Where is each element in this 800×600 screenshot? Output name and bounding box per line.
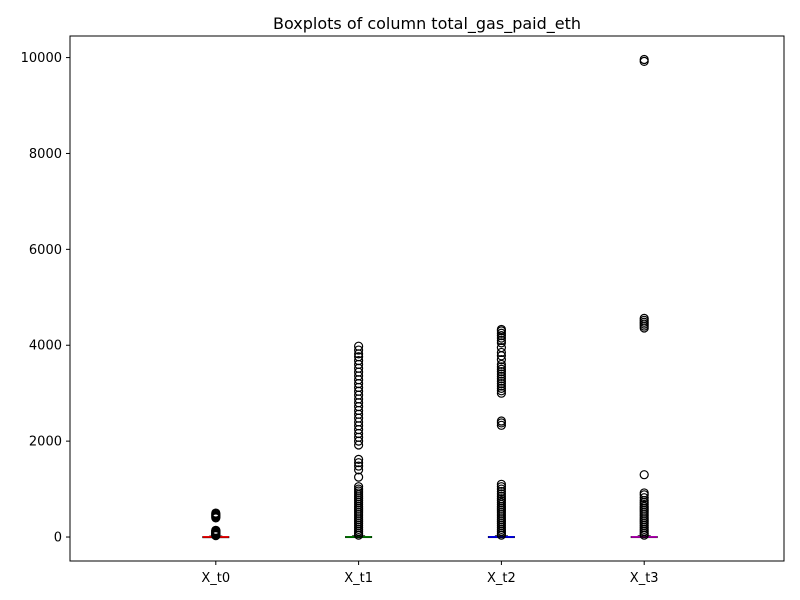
chart-title: Boxplots of column total_gas_paid_eth bbox=[273, 14, 581, 34]
outlier-point bbox=[639, 470, 649, 480]
x-tick-label: X_t2 bbox=[487, 571, 516, 586]
outlier-point bbox=[496, 338, 506, 348]
outlier-point bbox=[496, 386, 506, 396]
y-tick-label: 6000 bbox=[29, 243, 62, 258]
outlier-point bbox=[639, 56, 649, 67]
outlier-point bbox=[354, 341, 364, 351]
outlier-point bbox=[496, 328, 506, 338]
outlier-point bbox=[496, 335, 506, 346]
outlier-point bbox=[639, 488, 649, 498]
x-axis: X_t0 X_t1 X_t2 X_t3 bbox=[201, 561, 659, 586]
outlier-point bbox=[639, 313, 649, 323]
outlier-point bbox=[496, 494, 506, 504]
outlier-point bbox=[639, 54, 649, 65]
y-tick-label: 10000 bbox=[21, 51, 62, 66]
outlier-point bbox=[354, 472, 364, 482]
axes-frame bbox=[69, 35, 785, 562]
outlier-point bbox=[211, 525, 221, 535]
outlier-point bbox=[496, 388, 506, 398]
outlier-point bbox=[496, 489, 506, 499]
outlier-point bbox=[496, 347, 506, 358]
outlier-point bbox=[496, 331, 506, 341]
outlier-point bbox=[496, 359, 506, 370]
outlier-point bbox=[639, 493, 649, 503]
outlier-point bbox=[496, 343, 506, 353]
box-X_t2 bbox=[487, 324, 515, 540]
outlier-point bbox=[496, 371, 506, 382]
outlier-point bbox=[496, 324, 506, 335]
outlier-point bbox=[496, 374, 506, 384]
outlier-point bbox=[496, 376, 506, 386]
outlier-point bbox=[354, 458, 364, 468]
outlier-point bbox=[354, 465, 364, 475]
outlier-point bbox=[211, 508, 221, 518]
x-tick-label: X_t3 bbox=[630, 571, 659, 586]
outlier-point bbox=[496, 482, 506, 492]
outlier-point bbox=[496, 333, 506, 343]
outlier-point bbox=[354, 482, 364, 492]
plot-area bbox=[202, 54, 658, 541]
outlier-point bbox=[354, 352, 364, 362]
outlier-point bbox=[496, 484, 506, 494]
outlier-point bbox=[496, 486, 506, 497]
y-tick-label: 4000 bbox=[29, 339, 62, 354]
y-axis: 0 2000 4000 6000 8000 10000 bbox=[21, 51, 70, 546]
outlier-point bbox=[496, 383, 506, 393]
outlier-point bbox=[496, 491, 506, 501]
outlier-point bbox=[496, 416, 506, 426]
outlier-point bbox=[496, 420, 506, 430]
y-tick-label: 8000 bbox=[29, 147, 62, 162]
outlier-point bbox=[496, 369, 506, 379]
outlier-point bbox=[354, 345, 364, 355]
outlier-point bbox=[496, 381, 506, 391]
outlier-point bbox=[496, 362, 506, 372]
outlier-point bbox=[354, 454, 364, 464]
box-X_t1 bbox=[345, 341, 373, 540]
outlier-point bbox=[496, 355, 506, 365]
y-tick-label: 2000 bbox=[29, 435, 62, 450]
outlier-point bbox=[496, 379, 506, 389]
outlier-point bbox=[496, 479, 506, 489]
y-tick-label: 0 bbox=[54, 531, 62, 546]
outlier-point bbox=[496, 364, 506, 374]
x-tick-label: X_t0 bbox=[201, 571, 230, 586]
outlier-point bbox=[354, 355, 364, 366]
outlier-point bbox=[496, 367, 506, 377]
box-X_t0 bbox=[202, 508, 230, 541]
x-tick-label: X_t1 bbox=[344, 571, 373, 586]
box-X_t3 bbox=[630, 54, 658, 540]
outlier-point bbox=[354, 484, 364, 494]
outlier-point bbox=[354, 461, 364, 471]
